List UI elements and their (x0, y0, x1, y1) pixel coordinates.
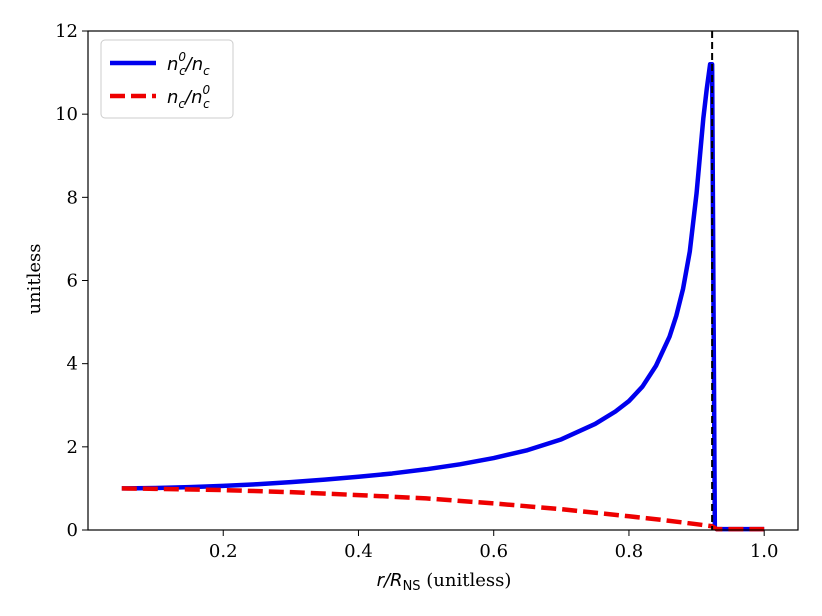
x-axis-label: r/RNS (unitless) (377, 570, 512, 594)
x-tick-label: 0.4 (344, 541, 373, 562)
series-line-nc-over-nc0 (121, 486, 765, 532)
legend-box (100, 39, 234, 119)
x-tick-label: 1.0 (750, 541, 779, 562)
x-axis-label-unit: (unitless) (421, 570, 512, 591)
y-tick-label: 12 (55, 21, 78, 42)
ticks: 0.2 0.4 0.6 0.8 1.0 0 2 4 6 8 10 12 (55, 21, 778, 562)
legend: n0 c/nc nc/n0 c (100, 39, 234, 119)
y-axis-label: unitless (24, 243, 45, 314)
x-axis-label-main: r/R (377, 570, 403, 591)
y-tick-label: 0 (67, 520, 78, 541)
x-axis-label-sub: NS (403, 579, 421, 594)
y-tick-label: 2 (67, 437, 78, 458)
legend-label-nc0-over-nc: n0 c/nc (167, 50, 210, 78)
x-tick-label: 0.6 (479, 541, 508, 562)
y-tick-label: 4 (67, 354, 78, 375)
plot-area (121, 31, 765, 532)
x-tick-label: 0.8 (615, 541, 644, 562)
series-line-nc0-over-nc (121, 62, 765, 532)
x-tick-label: 0.2 (209, 541, 238, 562)
y-tick-label: 6 (67, 271, 78, 292)
y-tick-label: 8 (67, 187, 78, 208)
y-tick-label: 10 (55, 104, 78, 125)
legend-label-nc-over-nc0: nc/n0 c (167, 83, 211, 111)
